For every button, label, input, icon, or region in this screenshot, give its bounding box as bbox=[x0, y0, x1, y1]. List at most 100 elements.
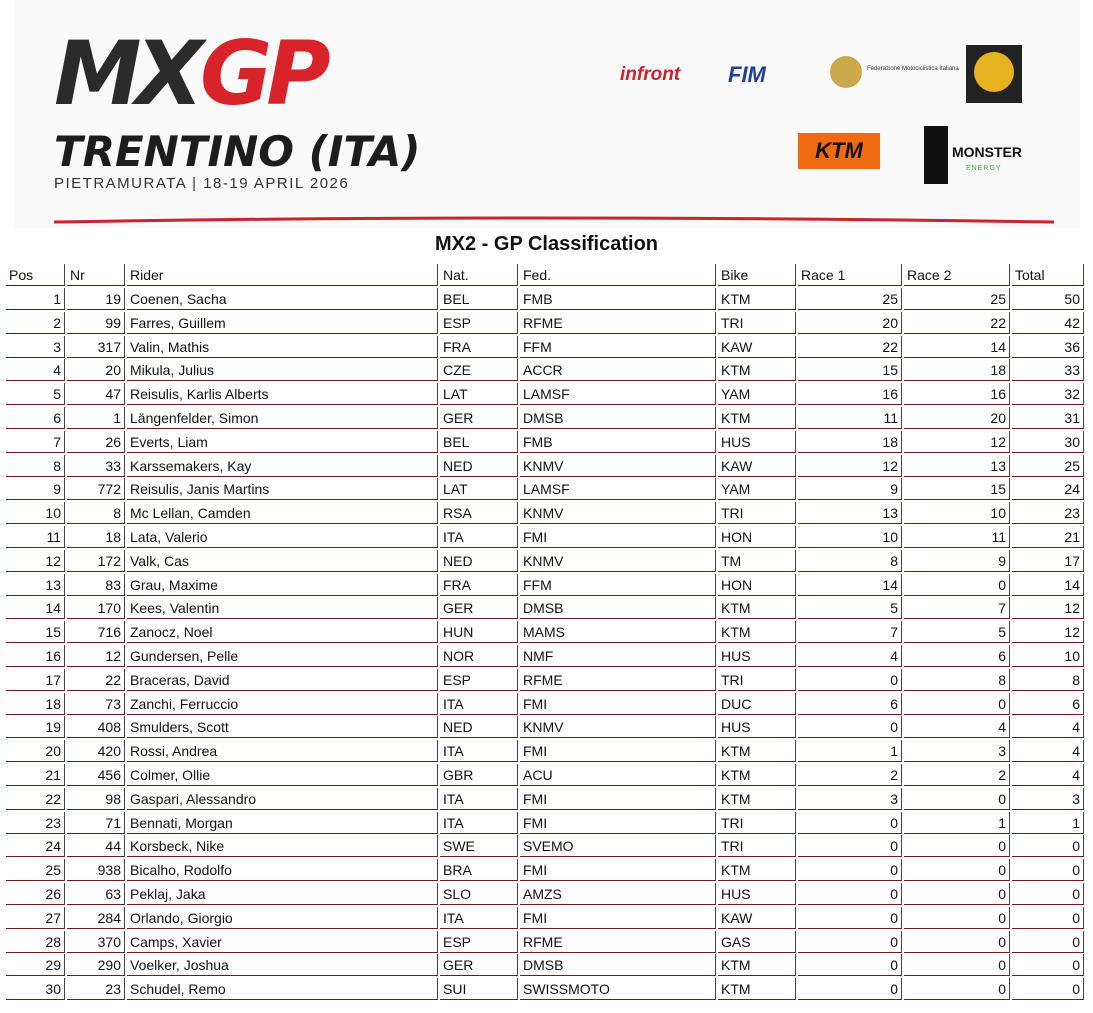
table-cell: 18 bbox=[798, 430, 902, 453]
table-cell: 12 bbox=[798, 454, 902, 477]
table-cell: 8 bbox=[67, 502, 125, 525]
table-cell: 4 bbox=[1012, 716, 1084, 739]
table-cell: 47 bbox=[67, 383, 125, 406]
table-cell: 71 bbox=[67, 811, 125, 834]
table-cell: 19 bbox=[6, 716, 65, 739]
table-cell: HUS bbox=[718, 430, 796, 453]
table-cell: 15 bbox=[904, 478, 1010, 501]
table-cell: KTM bbox=[718, 954, 796, 977]
table-cell: Orlando, Giorgio bbox=[127, 906, 438, 929]
table-cell: ACU bbox=[520, 764, 716, 786]
sponsor-energy: ENERGY bbox=[966, 165, 1002, 172]
table-cell: 15 bbox=[798, 359, 902, 382]
table-cell: LAMSF bbox=[520, 383, 716, 406]
table-cell: NMF bbox=[520, 645, 716, 667]
table-cell: FMB bbox=[520, 430, 716, 453]
venue-date: PIETRAMURATA | 18-19 APRIL 2026 bbox=[54, 175, 349, 192]
table-cell: 0 bbox=[1012, 978, 1084, 1001]
table-cell: 408 bbox=[67, 716, 125, 739]
table-cell: 0 bbox=[1012, 954, 1084, 977]
table-cell: FFM bbox=[520, 335, 716, 358]
table-cell: KNMV bbox=[520, 502, 716, 525]
table-cell: 10 bbox=[6, 502, 65, 525]
table-cell: Bennati, Morgan bbox=[127, 811, 438, 834]
table-cell: 0 bbox=[798, 883, 902, 905]
table-cell: 0 bbox=[798, 716, 902, 739]
table-cell: NOR bbox=[440, 645, 518, 667]
table-cell: LAT bbox=[440, 478, 518, 501]
table-cell: 0 bbox=[798, 811, 902, 834]
table-cell: 9 bbox=[798, 478, 902, 501]
swoosh bbox=[53, 216, 1055, 224]
table-cell: FMI bbox=[520, 787, 716, 810]
table-cell: KNMV bbox=[520, 454, 716, 477]
table-cell: 20 bbox=[798, 311, 902, 334]
table-cell: KNMV bbox=[520, 549, 716, 572]
table-cell: ITA bbox=[440, 787, 518, 810]
table-cell: HUS bbox=[718, 716, 796, 739]
table-cell: 12 bbox=[67, 645, 125, 667]
table-cell: Everts, Liam bbox=[127, 430, 438, 453]
table-cell: 0 bbox=[904, 930, 1010, 953]
table-cell: TRI bbox=[718, 311, 796, 334]
table-cell: 0 bbox=[1012, 835, 1084, 858]
table-cell: YAM bbox=[718, 478, 796, 501]
logo-gp: GP bbox=[200, 22, 330, 125]
table-cell: 0 bbox=[904, 859, 1010, 882]
table-cell: 50 bbox=[1012, 288, 1084, 310]
table-cell: 0 bbox=[798, 668, 902, 691]
table-cell: Camps, Xavier bbox=[127, 930, 438, 953]
column-header: Rider bbox=[127, 264, 438, 286]
table-cell: GAS bbox=[718, 930, 796, 953]
table-cell: 23 bbox=[1012, 502, 1084, 525]
table-cell: 0 bbox=[798, 954, 902, 977]
table-cell: 11 bbox=[904, 526, 1010, 548]
column-header: Total bbox=[1012, 264, 1084, 286]
table-cell: NED bbox=[440, 454, 518, 477]
table-cell: 14 bbox=[798, 573, 902, 596]
table-cell: 9 bbox=[904, 549, 1010, 572]
table-cell: 44 bbox=[67, 835, 125, 858]
table-cell: 22 bbox=[798, 335, 902, 358]
table-cell: 18 bbox=[904, 359, 1010, 382]
table-cell: 0 bbox=[904, 978, 1010, 1001]
table-cell: 83 bbox=[67, 573, 125, 596]
table-cell: 26 bbox=[6, 883, 65, 905]
table-cell: 31 bbox=[1012, 407, 1084, 429]
table-cell: GBR bbox=[440, 764, 518, 786]
table-cell: 11 bbox=[798, 407, 902, 429]
table-cell: ITA bbox=[440, 740, 518, 763]
table-cell: 24 bbox=[6, 835, 65, 858]
table-cell: 12 bbox=[6, 549, 65, 572]
table-cell: 1 bbox=[6, 288, 65, 310]
table-cell: 0 bbox=[798, 859, 902, 882]
table-cell: KTM bbox=[718, 740, 796, 763]
table-cell: FRA bbox=[440, 335, 518, 358]
table-cell: 0 bbox=[904, 835, 1010, 858]
table-cell: 4 bbox=[6, 359, 65, 382]
table-cell: 0 bbox=[1012, 883, 1084, 905]
table-cell: 10 bbox=[904, 502, 1010, 525]
table-cell: 172 bbox=[67, 549, 125, 572]
table-cell: 4 bbox=[798, 645, 902, 667]
table-cell: 0 bbox=[904, 883, 1010, 905]
table-cell: 0 bbox=[798, 906, 902, 929]
table-cell: RFME bbox=[520, 668, 716, 691]
table-cell: FFM bbox=[520, 573, 716, 596]
table-cell: TM bbox=[718, 549, 796, 572]
table-cell: Korsbeck, Nike bbox=[127, 835, 438, 858]
table-cell: 0 bbox=[1012, 930, 1084, 953]
table-cell: 28 bbox=[6, 930, 65, 953]
table-cell: LAT bbox=[440, 383, 518, 406]
table-cell: FMI bbox=[520, 906, 716, 929]
table-cell: 98 bbox=[67, 787, 125, 810]
table-cell: 27 bbox=[6, 906, 65, 929]
table-cell: TRI bbox=[718, 668, 796, 691]
table-cell: ITA bbox=[440, 906, 518, 929]
table-cell: 0 bbox=[904, 906, 1010, 929]
table-cell: TRI bbox=[718, 835, 796, 858]
table-cell: KTM bbox=[718, 621, 796, 644]
table-cell: Peklaj, Jaka bbox=[127, 883, 438, 905]
table-cell: 22 bbox=[904, 311, 1010, 334]
table-cell: 5 bbox=[798, 597, 902, 620]
